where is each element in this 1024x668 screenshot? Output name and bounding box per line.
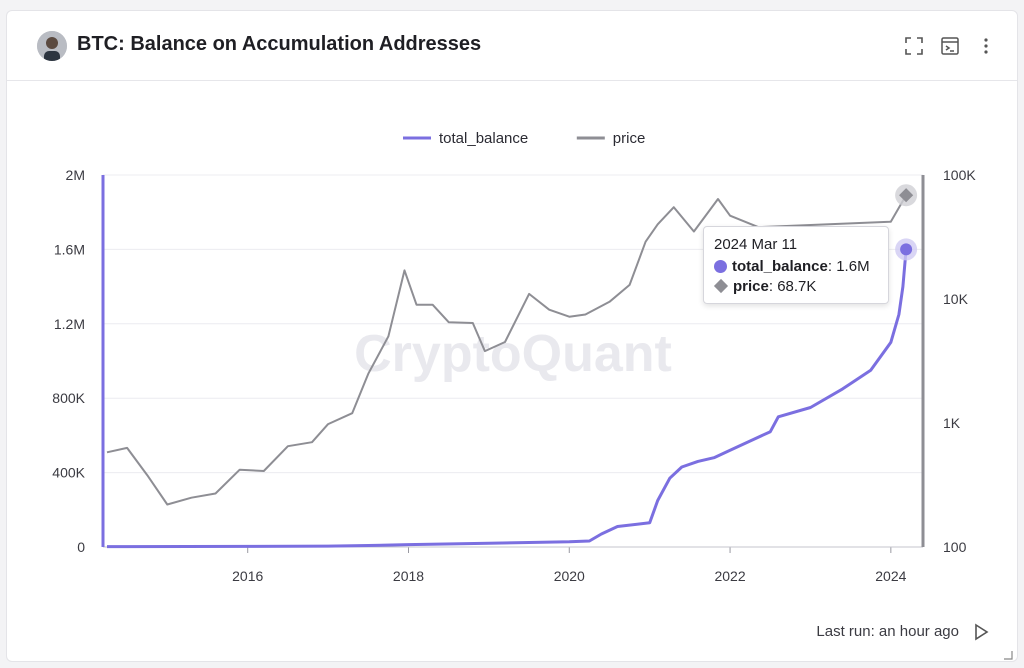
price-marker-icon xyxy=(713,278,729,294)
chart-title: BTC: Balance on Accumulation Addresses xyxy=(77,33,482,55)
y-right-tick-label: 1K xyxy=(943,415,961,431)
legend-label: total_balance xyxy=(439,130,528,147)
series-line-price xyxy=(106,194,907,506)
tooltip-series-value: 68.7K xyxy=(777,277,817,295)
y-left-tick-label: 400K xyxy=(52,465,85,481)
tooltip-row-total-balance: total_balance: 1.6M xyxy=(714,256,878,276)
tooltip-series-name: price xyxy=(733,277,769,295)
terminal-icon[interactable] xyxy=(939,35,961,57)
chart-area: CryptoQuant 0 400K 800K 1.2M 1.6M 2M 100 1K 10K 10… xyxy=(7,81,1019,661)
y-right-tick-label: 10K xyxy=(943,291,969,307)
resize-handle-icon[interactable] xyxy=(1003,647,1013,660)
x-tick-label: 2024 xyxy=(875,568,906,584)
series-line-total-balance xyxy=(106,249,908,549)
x-tick-label: 2016 xyxy=(232,568,263,584)
y-left-tick-label: 800K xyxy=(52,390,85,406)
chart-tooltip: 2024 Mar 11 total_balance: 1.6M price: 6… xyxy=(703,226,889,304)
card-header: BTC: Balance on Accumulation Addresses xyxy=(7,11,1017,81)
y-left-tick-label: 0 xyxy=(77,539,85,555)
total-balance-marker-icon xyxy=(714,259,727,273)
chart-card: BTC: Balance on Accumulation Addresses C… xyxy=(6,10,1018,662)
legend-label: price xyxy=(613,130,646,147)
tooltip-series-value: 1.6M xyxy=(836,257,870,275)
tooltip-row-price: price: 68.7K xyxy=(713,276,878,296)
last-run-label: Last run: an hour ago xyxy=(816,623,959,640)
y-left-tick-label: 1.2M xyxy=(54,316,85,332)
watermark: CryptoQuant xyxy=(354,325,672,383)
y-right-tick-label: 100 xyxy=(943,539,967,555)
avatar xyxy=(37,31,67,61)
hover-marker-total-balance xyxy=(900,243,913,256)
x-tick-label: 2018 xyxy=(393,568,424,584)
hover-marker-price xyxy=(899,188,914,203)
tooltip-date: 2024 Mar 11 xyxy=(714,236,798,253)
y-left-tick-label: 1.6M xyxy=(54,241,85,257)
play-icon[interactable] xyxy=(971,621,991,643)
card-footer: Last run: an hour ago xyxy=(7,617,1017,647)
tooltip-series-name: total_balance xyxy=(732,257,828,275)
more-vert-icon[interactable] xyxy=(975,35,997,57)
x-tick-label: 2022 xyxy=(714,568,745,584)
x-tick-label: 2020 xyxy=(554,568,585,584)
expand-icon[interactable] xyxy=(903,35,925,57)
y-right-tick-label: 100K xyxy=(943,167,976,183)
chart-svg: CryptoQuant 0 400K 800K 1.2M 1.6M 2M 100 1K 10K 10… xyxy=(52,130,976,584)
y-left-tick-label: 2M xyxy=(66,167,85,183)
